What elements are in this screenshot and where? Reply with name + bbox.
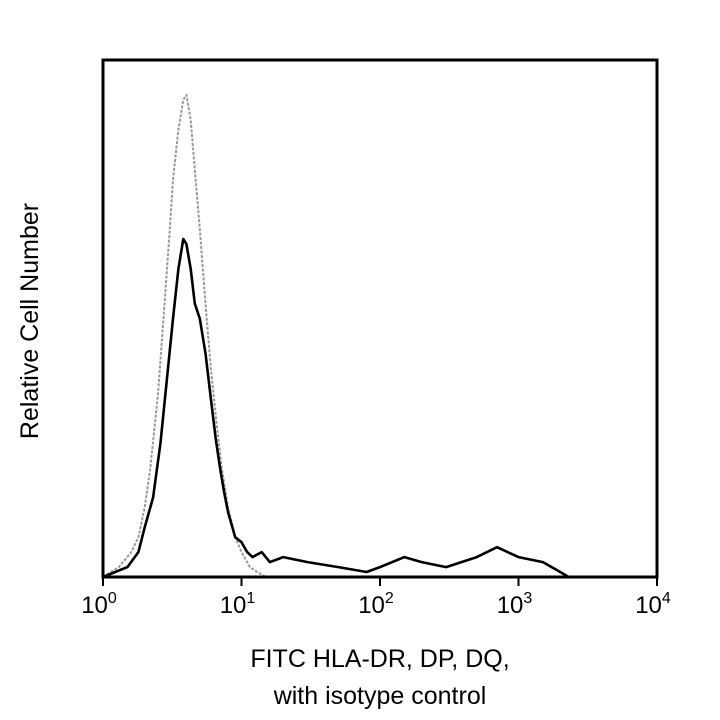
x-tick-label: 102 — [358, 590, 394, 619]
plot-frame — [101, 58, 659, 579]
series-line-isotype — [102, 93, 267, 578]
x-tick-label: 101 — [220, 590, 256, 619]
x-axis-label-line-2: with isotype control — [273, 682, 487, 710]
x-tick-label: 100 — [81, 590, 117, 619]
x-axis-label-line-1: FITC HLA-DR, DP, DQ, — [250, 645, 509, 673]
x-tick-label: 103 — [497, 590, 533, 619]
x-tick-label: 104 — [635, 590, 671, 619]
series-layer — [102, 93, 570, 579]
x-tick-layer: 100 101 102 103 104 — [81, 577, 671, 619]
series-line-sample — [102, 237, 570, 579]
y-axis-label: Relative Cell Number — [16, 203, 44, 439]
